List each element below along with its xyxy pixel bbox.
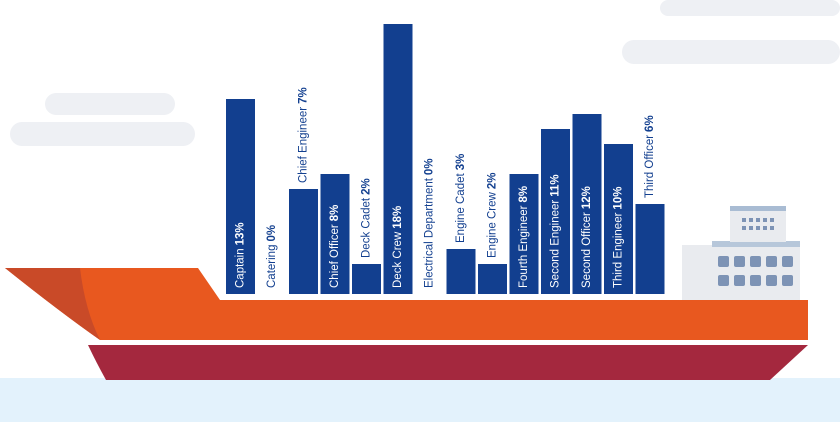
category-label: Fourth Engineer (518, 205, 530, 288)
bar (289, 189, 318, 294)
value-label: 3% (455, 154, 467, 171)
value-label: 2% (487, 173, 499, 190)
bar-label: Chief Engineer 7% (298, 87, 310, 183)
bridge-roof (730, 206, 786, 211)
bar-label: Fourth Engineer 8% (518, 186, 530, 288)
value-label: 2% (361, 178, 373, 195)
hull-lower (88, 345, 808, 380)
value-label: 7% (298, 87, 310, 104)
category-label: Third Officer (644, 135, 656, 198)
deck-rail (712, 241, 800, 247)
value-label: 6% (644, 115, 656, 132)
category-label: Engine Cadet (455, 173, 467, 243)
bar-label: Third Officer 6% (644, 115, 656, 198)
windows (718, 218, 793, 286)
value-label: 13% (235, 222, 247, 245)
bar-label: Catering 0% (266, 225, 278, 288)
cloud (622, 40, 840, 64)
category-label: Deck Crew (392, 231, 404, 288)
bridge (730, 206, 786, 242)
value-label: 8% (329, 205, 341, 222)
cloud (10, 122, 195, 146)
category-label: Second Officer (581, 212, 593, 288)
bar (635, 204, 665, 294)
bar-label: Second Engineer 11% (550, 174, 562, 288)
value-label: 12% (581, 186, 593, 209)
bar (320, 174, 350, 294)
water (0, 378, 840, 422)
bar-label: Third Engineer 10% (613, 187, 625, 288)
cloud (660, 0, 840, 16)
category-label: Electrical Department (424, 177, 436, 288)
category-label: Engine Crew (487, 191, 499, 258)
bar (541, 129, 570, 294)
bar-label: Engine Crew2% (487, 173, 499, 258)
value-label: 0% (424, 158, 436, 175)
category-label: Chief Officer (329, 224, 341, 288)
value-label: 11% (550, 174, 562, 196)
bar (226, 99, 255, 294)
hull-upper (5, 268, 808, 340)
category-label: Captain (235, 248, 247, 288)
bar (572, 114, 602, 294)
bar (509, 174, 539, 294)
bar-label: Captain 13% (235, 222, 247, 288)
ship (5, 206, 808, 380)
category-label: Chief Engineer (298, 107, 310, 183)
value-label: 8% (518, 186, 530, 203)
category-label: Catering (266, 245, 278, 288)
bar-label: Chief Officer 8% (329, 205, 341, 288)
bar (446, 249, 476, 294)
category-label: Third Engineer (613, 212, 625, 288)
bar (604, 144, 633, 294)
bar-label: Engine Cadet 3% (455, 154, 467, 243)
bar (478, 264, 507, 294)
bars: Captain13%Catering0%Chief Engineer7%Chie… (226, 24, 665, 294)
cloud (45, 93, 175, 115)
bow-shade (5, 268, 100, 340)
bar (352, 264, 381, 294)
value-label: 10% (613, 187, 625, 210)
superstructure (682, 245, 800, 303)
bar-label: Second Officer 12% (581, 186, 593, 288)
bar (383, 24, 413, 294)
value-label: 0% (266, 225, 278, 242)
bar-label: Electrical Department 0% (424, 158, 436, 288)
bar-label: Deck Crew 18% (392, 206, 404, 288)
category-label: Deck Cadet (361, 197, 373, 258)
value-label: 18% (392, 206, 404, 229)
bar-label: Deck Cadet 2% (361, 178, 373, 258)
category-label: Second Engineer (550, 200, 562, 288)
